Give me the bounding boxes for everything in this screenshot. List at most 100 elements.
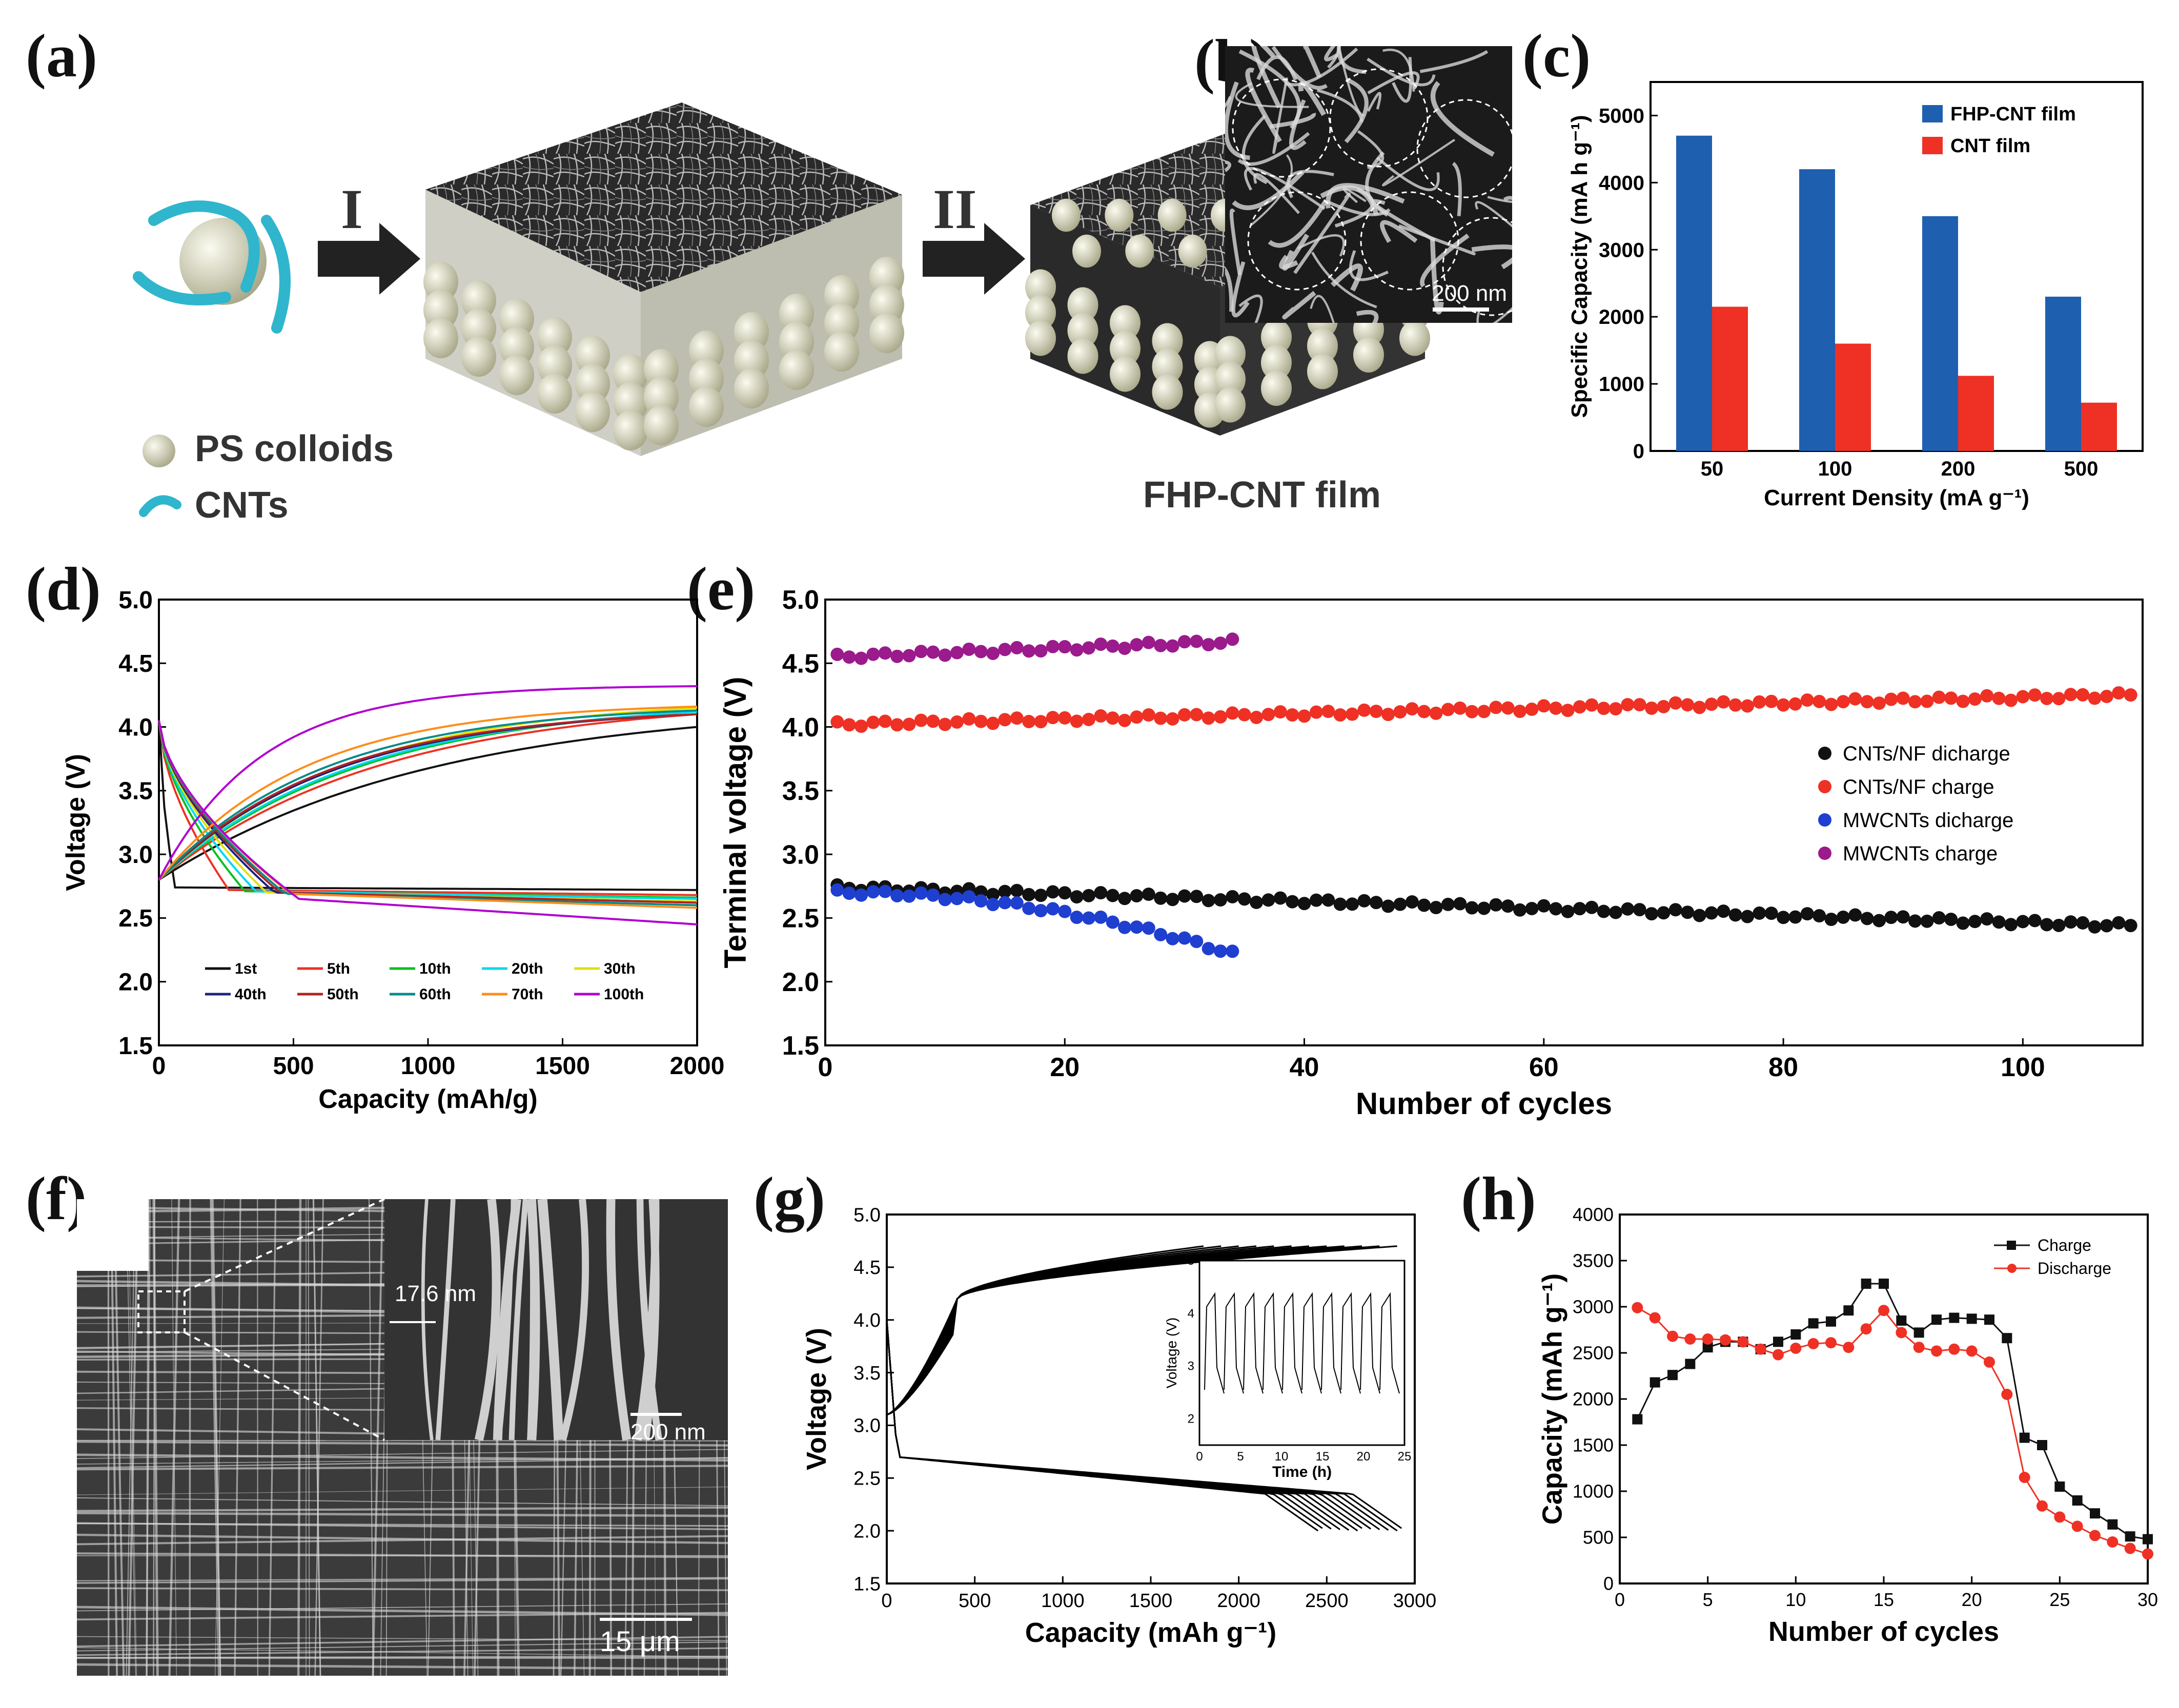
data-point: [1968, 915, 1982, 929]
legend-label: MWCNTs charge: [1843, 842, 1998, 865]
ps-colloid: [1152, 348, 1183, 384]
cnt-fiber: [1367, 57, 1436, 87]
data-point: [2100, 919, 2113, 933]
x-tick-label: 10: [1785, 1589, 1806, 1610]
data-point: [1142, 888, 1155, 901]
legend-label: CNT film: [1950, 135, 2030, 157]
data-point: [974, 645, 988, 658]
fiber-h: [77, 1647, 728, 1656]
x-tick-label: 20: [1050, 1053, 1080, 1082]
pore-outline: [1416, 99, 1512, 198]
legend-label: MWCNTs dicharge: [1843, 809, 2013, 832]
data-point: [1668, 903, 1682, 917]
charge-curve-70th: [158, 705, 698, 881]
legend-label: CNTs/NF charge: [1843, 776, 1994, 798]
data-point: [1633, 698, 1646, 712]
ps-colloid-legend-icon: [142, 435, 175, 467]
data-point: [1884, 911, 1898, 924]
y-tick-label: 0: [1633, 440, 1644, 463]
fiber-h: [77, 1441, 728, 1447]
data-point: [1633, 903, 1646, 917]
data-point: [2064, 688, 2078, 702]
ps-colloid: [537, 373, 572, 414]
data-point: [938, 893, 952, 907]
y-axis-label: Voltage (V): [61, 754, 91, 891]
data-point: [1597, 702, 1611, 715]
data-point: [1956, 694, 1970, 708]
x-tick-label: 30: [2137, 1589, 2158, 1610]
inset-x-tick-label: 15: [1316, 1450, 1330, 1464]
data-point: [878, 884, 892, 898]
data-point: [1848, 692, 1862, 706]
data-point: [1118, 642, 1132, 655]
data-point: [1657, 699, 1671, 713]
fiber-v: [314, 1199, 324, 1676]
fiber-v: [210, 1199, 219, 1676]
y-tick-label: 4.0: [782, 713, 819, 743]
ps-colloid: [1052, 198, 1081, 232]
y-tick-label: 3.0: [853, 1415, 881, 1437]
data-point: [1106, 915, 1119, 929]
fiber-h: [77, 1663, 728, 1671]
ps-colloid: [575, 335, 610, 376]
data-point-charge: [1808, 1318, 1819, 1329]
data-point: [1513, 903, 1527, 917]
cnt-fiber: [1303, 46, 1322, 78]
data-point: [1106, 639, 1119, 653]
data-point: [1022, 901, 1036, 915]
pore-outline: [1232, 78, 1331, 178]
data-point: [1741, 699, 1754, 713]
data-point: [1693, 909, 1706, 922]
cnt-fiber: [1382, 49, 1415, 92]
step-arrow-1: [318, 223, 420, 295]
charge-curve-50th: [158, 713, 698, 881]
data-point: [2088, 691, 2102, 705]
x-tick-label: 15: [1873, 1589, 1894, 1610]
data-point: [1046, 902, 1060, 916]
data-point: [1860, 695, 1874, 709]
data-point: [1346, 707, 1359, 721]
data-point: [902, 889, 916, 903]
data-point: [2076, 688, 2090, 702]
data-point: [914, 645, 928, 658]
ps-colloid: [1215, 336, 1246, 372]
data-point: [1465, 901, 1479, 915]
data-point: [950, 892, 964, 906]
data-point: [2016, 915, 2030, 929]
data-point-discharge: [1878, 1305, 1889, 1316]
y-tick-label: 1.5: [782, 1031, 819, 1061]
data-point-charge: [1649, 1377, 1660, 1388]
ps-colloid: [779, 349, 814, 390]
nanotube: [421, 1199, 434, 1441]
data-point: [1177, 635, 1191, 649]
ps-colloid: [1067, 287, 1098, 323]
data-point: [1346, 897, 1359, 911]
data-point: [1297, 897, 1311, 911]
x-tick-label: 0: [881, 1590, 892, 1612]
data-point: [1190, 708, 1204, 722]
cnts-label: CNTs: [195, 485, 289, 526]
cnt-fiber: [1229, 209, 1242, 275]
y-tick-label: 4.0: [853, 1310, 881, 1331]
data-point: [1333, 708, 1347, 722]
data-point: [1297, 709, 1311, 723]
data-point: [1405, 895, 1419, 909]
charge-curve: [886, 1245, 1274, 1416]
data-point: [1118, 892, 1132, 906]
data-point: [1501, 701, 1515, 715]
y-tick-label: 4.5: [118, 650, 153, 677]
cnt-fiber: [1324, 46, 1338, 61]
x-tick-label: 200: [1941, 458, 1976, 480]
data-point: [1034, 889, 1048, 902]
data-point: [1261, 893, 1275, 907]
fiber-h: [77, 1636, 728, 1648]
charge-curve: [886, 1245, 1239, 1416]
fiber-v: [152, 1199, 159, 1676]
x-tick-label: 40: [1290, 1053, 1319, 1082]
data-point: [1250, 711, 1264, 725]
data-point-charge: [2002, 1333, 2012, 1344]
cnt-fiber: [1476, 307, 1512, 323]
y-tick-label: 5.0: [118, 587, 153, 614]
step-label-1: I: [341, 178, 363, 240]
y-tick-label: 4000: [1599, 172, 1644, 194]
